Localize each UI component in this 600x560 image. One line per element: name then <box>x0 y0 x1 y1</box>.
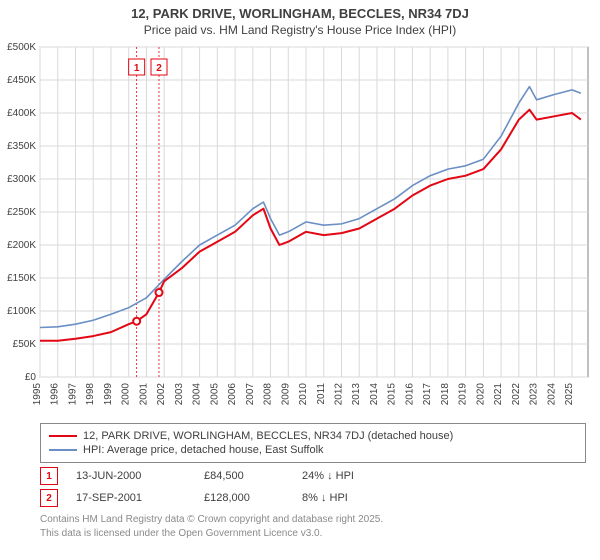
svg-text:2017: 2017 <box>422 383 433 406</box>
svg-text:2011: 2011 <box>316 383 327 405</box>
svg-text:2007: 2007 <box>245 383 256 406</box>
svg-text:£150K: £150K <box>7 273 36 284</box>
svg-text:1995: 1995 <box>32 383 43 406</box>
svg-text:£50K: £50K <box>13 339 37 350</box>
svg-text:£100K: £100K <box>7 306 36 317</box>
svg-text:2015: 2015 <box>387 383 398 406</box>
svg-text:2000: 2000 <box>121 383 132 406</box>
svg-text:2005: 2005 <box>209 383 220 406</box>
svg-text:1999: 1999 <box>103 383 114 406</box>
sale-price: £128,000 <box>204 492 284 504</box>
sale-delta: 8% ↓ HPI <box>302 492 348 504</box>
sales-table: 1 13-JUN-2000 £84,500 24% ↓ HPI 2 17-SEP… <box>40 467 586 507</box>
svg-text:1998: 1998 <box>85 383 96 406</box>
svg-text:2: 2 <box>156 63 162 74</box>
legend-swatch-hpi <box>49 449 77 451</box>
svg-text:2001: 2001 <box>138 383 149 406</box>
svg-text:£450K: £450K <box>7 75 36 86</box>
legend-label: 12, PARK DRIVE, WORLINGHAM, BECCLES, NR3… <box>83 430 453 442</box>
chart-subtitle: Price paid vs. HM Land Registry's House … <box>0 23 600 37</box>
svg-text:£200K: £200K <box>7 240 36 251</box>
svg-text:2006: 2006 <box>227 383 238 406</box>
svg-text:2003: 2003 <box>174 383 185 406</box>
footer-line: This data is licensed under the Open Gov… <box>40 527 586 541</box>
svg-text:2019: 2019 <box>458 383 469 406</box>
svg-text:2009: 2009 <box>280 383 291 406</box>
svg-text:£250K: £250K <box>7 207 36 218</box>
legend: 12, PARK DRIVE, WORLINGHAM, BECCLES, NR3… <box>40 423 586 463</box>
chart-area: £0 £50K £100K £150K £200K £250K £300K £350K £400… <box>0 37 600 417</box>
sale-badge-2: 2 <box>40 489 58 507</box>
svg-text:2016: 2016 <box>404 383 415 406</box>
svg-text:2004: 2004 <box>192 383 203 406</box>
footer-line: Contains HM Land Registry data © Crown c… <box>40 513 586 527</box>
svg-text:£400K: £400K <box>7 108 36 119</box>
svg-text:2014: 2014 <box>369 383 380 406</box>
svg-text:2013: 2013 <box>351 383 362 406</box>
svg-text:£0: £0 <box>25 372 37 383</box>
line-chart-svg: £0 £50K £100K £150K £200K £250K £300K £350K £400… <box>0 37 600 417</box>
svg-text:2020: 2020 <box>475 383 486 406</box>
svg-text:£350K: £350K <box>7 141 36 152</box>
svg-text:2012: 2012 <box>333 383 344 406</box>
svg-text:1996: 1996 <box>50 383 61 406</box>
sale-delta: 24% ↓ HPI <box>302 470 354 482</box>
svg-text:2021: 2021 <box>493 383 504 406</box>
legend-item: 12, PARK DRIVE, WORLINGHAM, BECCLES, NR3… <box>49 430 577 442</box>
svg-text:2025: 2025 <box>564 383 575 406</box>
legend-swatch-property <box>49 435 77 437</box>
sale-row: 1 13-JUN-2000 £84,500 24% ↓ HPI <box>40 467 586 485</box>
chart-title: 12, PARK DRIVE, WORLINGHAM, BECCLES, NR3… <box>0 6 600 21</box>
svg-text:£300K: £300K <box>7 174 36 185</box>
svg-text:2018: 2018 <box>440 383 451 406</box>
svg-text:2024: 2024 <box>546 383 557 406</box>
svg-text:2010: 2010 <box>298 383 309 406</box>
footer: Contains HM Land Registry data © Crown c… <box>40 513 586 540</box>
sale-badge-1: 1 <box>40 467 58 485</box>
svg-text:2008: 2008 <box>263 383 274 406</box>
svg-text:1: 1 <box>134 63 140 74</box>
sale-date: 13-JUN-2000 <box>76 470 186 482</box>
svg-text:£500K: £500K <box>7 42 36 53</box>
legend-label: HPI: Average price, detached house, East… <box>83 444 324 456</box>
svg-text:1997: 1997 <box>67 383 78 406</box>
sale-row: 2 17-SEP-2001 £128,000 8% ↓ HPI <box>40 489 586 507</box>
svg-text:2023: 2023 <box>529 383 540 406</box>
sale-price: £84,500 <box>204 470 284 482</box>
sale-date: 17-SEP-2001 <box>76 492 186 504</box>
svg-text:2002: 2002 <box>156 383 167 406</box>
legend-item: HPI: Average price, detached house, East… <box>49 444 577 456</box>
svg-text:2022: 2022 <box>511 383 522 406</box>
